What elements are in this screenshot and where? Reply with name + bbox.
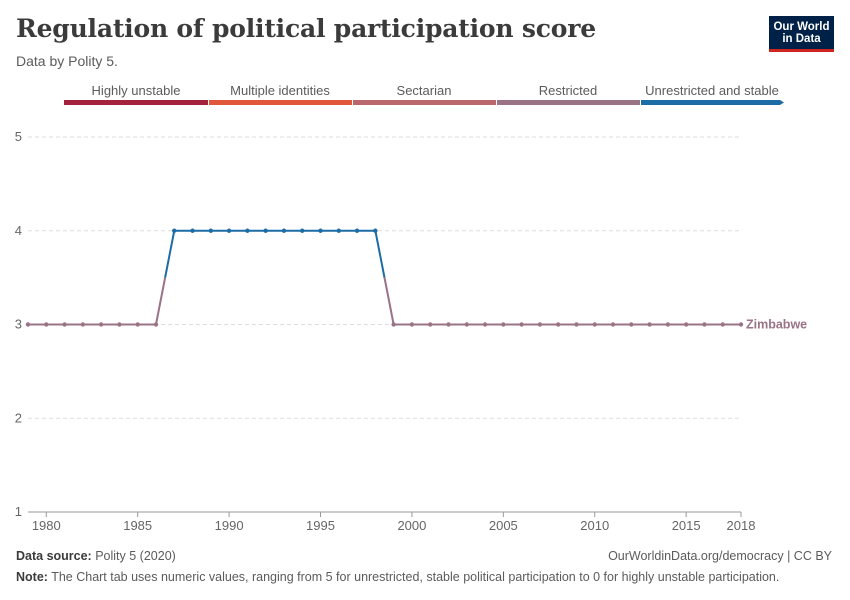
- x-tick-label: 1985: [123, 518, 152, 533]
- data-point: [153, 322, 159, 327]
- x-tick-label: 1995: [306, 518, 335, 533]
- data-point: [80, 322, 86, 327]
- data-point: [62, 322, 67, 327]
- note-label: Note:: [16, 570, 48, 584]
- data-point: [263, 228, 268, 233]
- legend-arrow: [780, 100, 784, 105]
- chart-subtitle: Data by Polity 5.: [16, 53, 118, 69]
- data-point: [665, 322, 671, 327]
- legend-label-0: Highly unstable: [92, 83, 181, 98]
- data-point: [574, 322, 579, 327]
- data-point: [482, 322, 488, 327]
- data-point: [464, 322, 469, 327]
- series-segment: [383, 277, 395, 325]
- data-point: [537, 322, 543, 327]
- y-tick-label: 5: [15, 129, 22, 144]
- data-point: [44, 322, 49, 327]
- data-point: [25, 322, 31, 327]
- legend-label-3: Restricted: [539, 83, 598, 98]
- data-point: [281, 228, 287, 233]
- data-point: [702, 322, 707, 327]
- note-text: The Chart tab uses numeric values, rangi…: [51, 570, 780, 584]
- legend-label-4: Unrestricted and stable: [645, 83, 779, 98]
- line-chart: Highly unstable Multiple identities Sectar…: [15, 83, 807, 533]
- y-tick-label: 4: [15, 223, 22, 238]
- chart-note: Note: The Chart tab uses numeric values,…: [16, 570, 779, 584]
- x-tick-label: 2015: [672, 518, 701, 533]
- data-point: [720, 322, 725, 327]
- data-point: [683, 322, 689, 327]
- series-label: Zimbabwe: [746, 318, 807, 332]
- x-tick-label: 2005: [489, 518, 518, 533]
- data-source-value[interactable]: Polity 5 (2020): [95, 549, 176, 563]
- data-source: Data source: Polity 5 (2020): [16, 549, 176, 563]
- data-point: [629, 322, 634, 327]
- data-point: [501, 322, 506, 327]
- data-point: [135, 322, 140, 327]
- x-tick-label: 1980: [32, 518, 61, 533]
- data-point: [190, 228, 195, 233]
- data-point: [409, 322, 415, 327]
- data-point: [208, 228, 214, 233]
- data-point: [428, 322, 433, 327]
- legend-label-2: Sectarian: [397, 83, 452, 98]
- legend-swatch-3: [497, 100, 640, 105]
- data-point: [391, 322, 396, 327]
- series-segment: [154, 277, 167, 325]
- series-segment: [374, 230, 386, 278]
- chart-title: Regulation of political participation sc…: [16, 14, 596, 43]
- data-source-label: Data source:: [16, 549, 92, 563]
- data-point: [647, 322, 652, 327]
- data-point: [245, 228, 250, 233]
- y-tick-label: 1: [15, 504, 22, 519]
- logo-line-2: in Data: [782, 33, 821, 45]
- legend-label-1: Multiple identities: [230, 83, 330, 98]
- data-point: [336, 228, 341, 233]
- data-point: [318, 228, 323, 233]
- legend-swatch-1: [209, 100, 352, 105]
- x-tick-label: 2010: [580, 518, 609, 533]
- x-tick-label: 1990: [215, 518, 244, 533]
- data-point: [555, 322, 561, 327]
- data-point: [98, 322, 104, 327]
- logo-line-1: Our World: [773, 21, 830, 33]
- data-point: [592, 322, 597, 327]
- data-point: [300, 228, 305, 233]
- data-point: [354, 228, 360, 233]
- series-zimbabwe: Zimbabwe: [25, 228, 807, 332]
- series-segment: [164, 230, 176, 278]
- data-point: [117, 322, 122, 327]
- source-url[interactable]: OurWorldinData.org/democracy | CC BY: [608, 549, 832, 563]
- data-point: [519, 322, 524, 327]
- data-point: [172, 228, 177, 233]
- data-point: [610, 322, 616, 327]
- data-point: [738, 322, 744, 327]
- data-point: [446, 322, 451, 327]
- x-tick-label: 2000: [397, 518, 426, 533]
- x-tick-label: 2018: [727, 518, 756, 533]
- legend-swatch-4: [641, 100, 780, 105]
- y-tick-label: 2: [15, 410, 22, 425]
- legend-swatch-2: [353, 100, 496, 105]
- legend-swatch-0: [64, 100, 208, 105]
- data-point: [373, 228, 378, 233]
- y-tick-label: 3: [15, 317, 22, 332]
- owid-logo[interactable]: Our World in Data: [769, 16, 834, 52]
- data-point: [226, 228, 232, 233]
